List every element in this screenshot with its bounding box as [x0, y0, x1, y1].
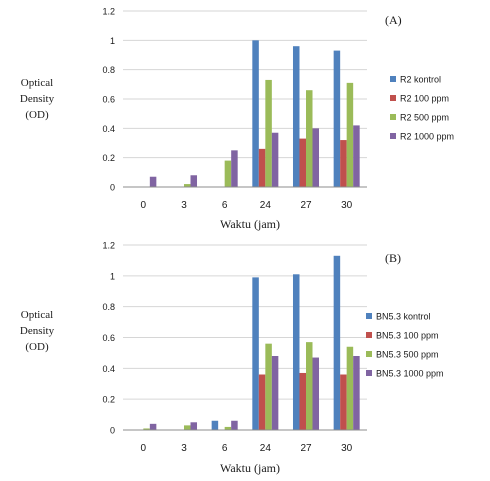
- panel-a-xtick-label: 3: [181, 200, 187, 211]
- panel-a-bar: [190, 175, 198, 187]
- panel-a-legend: R2 kontrol R2 100 ppm R2 500 ppm R2 1000 pp…: [390, 75, 454, 142]
- panel-a-ylabel-line3: (OD): [25, 109, 49, 121]
- panel-b-legend: BN5.3 kontrol BN5.3 100 ppm BN5.3 500 ppm B…: [366, 312, 444, 379]
- panel-b-ytick-label: 1.2: [102, 241, 115, 251]
- panel-a-ytick-label: 0.8: [102, 65, 115, 75]
- panel-b-bar: [252, 277, 259, 430]
- panel-a-ytick-label: 0.6: [102, 95, 115, 105]
- panel-a-xtick-label: 6: [222, 200, 228, 211]
- panel-b-plot: 0 0.2 0.4 0.6 0.8 1 1.2 0 3 6 24 27 30: [102, 241, 367, 454]
- panel-b-legend-label: BN5.3 100 ppm: [376, 331, 439, 341]
- panel-b-bar: [292, 274, 300, 430]
- panel-a-ytick-label: 1: [110, 36, 115, 46]
- panel-b-bar: [312, 357, 320, 430]
- panel-b-ylabel-line1: Optical: [21, 309, 53, 321]
- panel-b-legend-label: BN5.3 500 ppm: [376, 350, 439, 360]
- panel-b-ytick-label: 1: [110, 271, 115, 281]
- panel-a-legend-label: R2 kontrol: [400, 75, 441, 85]
- panel-a-bar: [184, 184, 191, 187]
- panel-a-legend-swatch: [390, 114, 396, 120]
- panel-a: 0 0.2 0.4 0.6 0.8 1 1.2 0 3 6 24 27 30 (A) Optical D…: [20, 7, 454, 232]
- panel-b-xtick-label: 3: [181, 443, 187, 454]
- panel-a-bar: [353, 125, 360, 187]
- panel-b-legend-label: BN5.3 kontrol: [376, 312, 431, 322]
- panel-a-ytick-label: 0.2: [102, 153, 115, 163]
- panel-b-legend-swatch: [366, 351, 372, 357]
- panel-a-legend-swatch: [390, 95, 396, 101]
- panel-b-bar: [224, 426, 232, 430]
- panel-b-xtick-label: 6: [222, 443, 228, 454]
- panel-a-bar: [312, 128, 320, 187]
- panel-a-ytick-label: 0.4: [102, 124, 115, 134]
- panel-b-xtick-label: 24: [260, 443, 272, 454]
- panel-b-bar: [258, 374, 266, 430]
- panel-b-xlabel: Waktu (jam): [220, 461, 280, 475]
- panel-b-bar: [143, 428, 150, 430]
- panel-a-bar: [149, 176, 157, 187]
- panel-a-plot: 0 0.2 0.4 0.6 0.8 1 1.2 0 3 6 24 27 30: [102, 7, 367, 211]
- panel-b-ylabel-line3: (OD): [25, 341, 49, 353]
- panel-a-bar: [292, 46, 300, 188]
- panel-a-legend-label: R2 100 ppm: [400, 94, 449, 104]
- panel-b-bar: [149, 423, 157, 430]
- panel-a-xtick-label: 27: [300, 200, 312, 211]
- panel-b-bar: [346, 346, 354, 430]
- panel-a-bar: [271, 132, 279, 187]
- panel-b-ytick-label: 0.2: [102, 395, 115, 405]
- panel-b-bar: [306, 342, 313, 430]
- panel-a-ytick-label: 1.2: [102, 7, 115, 17]
- panel-a-bar: [258, 148, 266, 187]
- panel-b-xtick-label: 27: [300, 443, 312, 454]
- panel-a-ytick-label: 0: [110, 183, 115, 193]
- panel-b-ylabel-line2: Density: [20, 325, 55, 337]
- panel-a-legend-label: R2 500 ppm: [400, 113, 449, 123]
- panel-a-bar: [306, 90, 313, 187]
- panel-b-legend-swatch: [366, 332, 372, 338]
- panel-a-xtick-label: 24: [260, 200, 272, 211]
- panel-b-bar: [184, 425, 191, 430]
- panel-a-xtick-label: 0: [141, 200, 147, 211]
- panel-a-bar: [299, 138, 306, 187]
- panel-b-label: (B): [385, 251, 401, 265]
- panel-a-bar: [340, 140, 347, 187]
- panel-b-bar: [265, 343, 272, 430]
- panel-b-bar: [231, 420, 238, 430]
- panel-a-bar: [333, 50, 341, 187]
- panel-b-xtick-label: 30: [341, 443, 353, 454]
- panel-b-bar: [190, 422, 198, 430]
- panel-a-bar: [231, 150, 238, 187]
- panel-b-ytick-label: 0: [110, 426, 115, 436]
- panel-a-legend-swatch: [390, 76, 396, 82]
- panel-b-ytick-label: 0.8: [102, 302, 115, 312]
- panel-b-legend-label: BN5.3 1000 ppm: [376, 369, 444, 379]
- panel-b-ytick-label: 0.6: [102, 333, 115, 343]
- panel-a-bar: [224, 160, 232, 187]
- panel-b-bar: [333, 255, 341, 430]
- panel-b: 0 0.2 0.4 0.6 0.8 1 1.2 0 3 6 24 27 30 (B) Optical D…: [20, 241, 444, 476]
- panel-a-bar: [265, 79, 272, 187]
- panel-b-ytick-label: 0.4: [102, 364, 115, 374]
- panel-a-legend-label: R2 1000 ppm: [400, 132, 454, 142]
- panel-a-xlabel: Waktu (jam): [220, 217, 280, 231]
- panel-a-ylabel-line2: Density: [20, 93, 55, 105]
- panel-b-legend-swatch: [366, 313, 372, 319]
- panel-a-bar: [252, 40, 259, 188]
- panel-b-xtick-label: 0: [141, 443, 147, 454]
- panel-b-bar: [353, 356, 360, 430]
- panel-a-label: (A): [385, 13, 402, 27]
- panel-b-bar: [271, 356, 279, 430]
- panel-b-bar: [340, 374, 347, 430]
- panel-b-bar: [211, 420, 219, 430]
- panel-b-legend-swatch: [366, 370, 372, 376]
- panel-a-xtick-label: 30: [341, 200, 353, 211]
- panel-a-ylabel-line1: Optical: [21, 77, 53, 89]
- panel-a-bar: [346, 82, 354, 187]
- panel-b-bar: [299, 372, 306, 430]
- panel-a-legend-swatch: [390, 133, 396, 139]
